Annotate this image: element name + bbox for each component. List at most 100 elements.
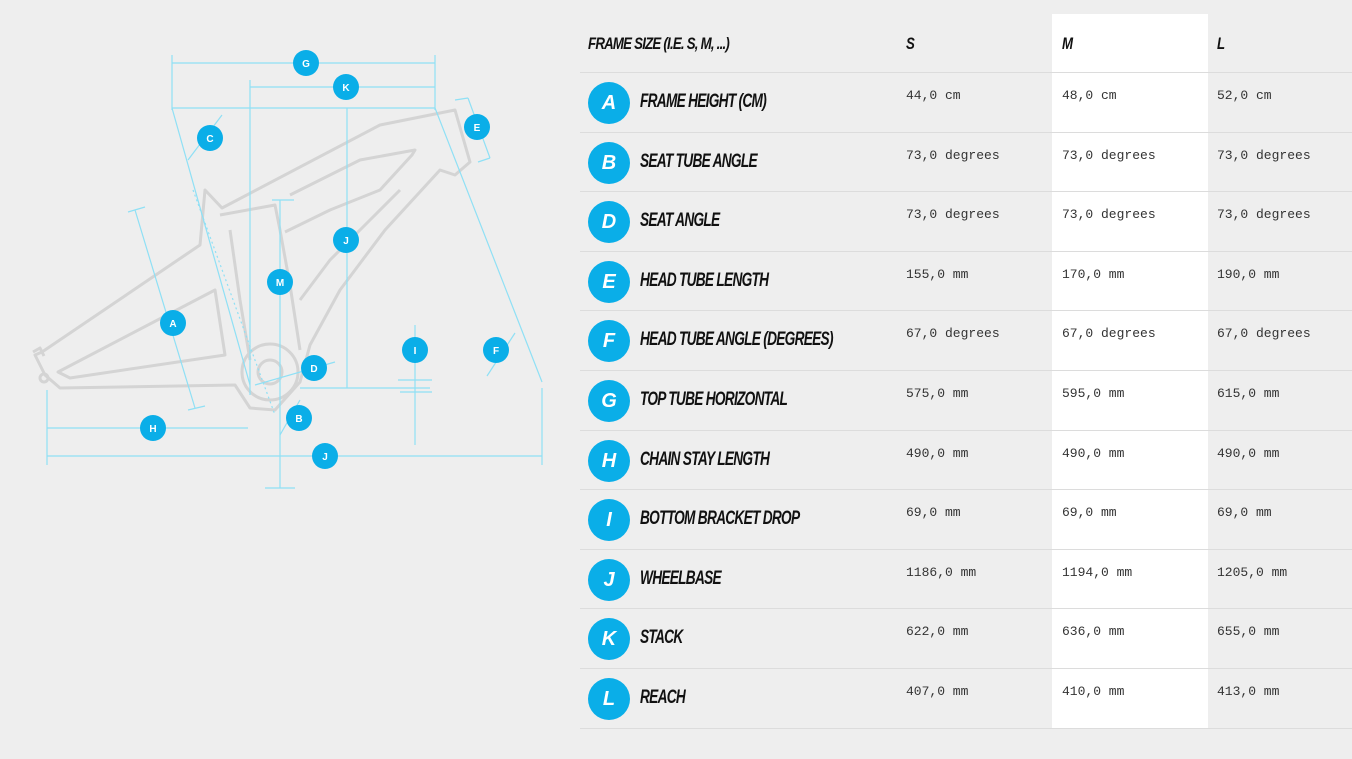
table-row: J WHEELBASE 1186,0 mm 1194,0 mm 1205,0 mm	[580, 550, 1352, 610]
table-row: G TOP TUBE HORIZONTAL 575,0 mm 595,0 mm 615,…	[580, 371, 1352, 431]
dimension-badge: E	[588, 260, 630, 303]
value-size-l: 73,0 degrees	[1217, 147, 1311, 163]
dimension-label: SEAT ANGLE	[640, 210, 720, 232]
size-m-column-highlight	[1052, 14, 1208, 729]
dimension-badge: I	[588, 499, 630, 542]
dimension-badge: G	[588, 379, 630, 422]
marker-j: J	[312, 443, 338, 469]
table-row: L REACH 407,0 mm 410,0 mm 413,0 mm	[580, 669, 1352, 729]
value-size-l: 1205,0 mm	[1217, 564, 1288, 580]
value-size-m: 410,0 mm	[1062, 683, 1125, 699]
value-size-m: 636,0 mm	[1062, 624, 1125, 640]
size-s-header: S	[906, 34, 915, 53]
svg-text:F: F	[493, 346, 499, 357]
value-size-m: 48,0 cm	[1062, 88, 1117, 103]
value-size-l: 52,0 cm	[1217, 88, 1272, 103]
table-header-row: FRAME SIZE (I.E. S, M, ...) S M L	[580, 14, 1352, 73]
dimension-badge: K	[588, 618, 630, 661]
dimension-label: HEAD TUBE LENGTH	[640, 269, 769, 291]
marker-m: M	[267, 269, 293, 295]
svg-text:J: J	[322, 452, 328, 463]
dimension-badge: L	[588, 677, 630, 720]
value-size-s: 407,0 mm	[906, 683, 969, 699]
value-size-l: 615,0 mm	[1217, 385, 1280, 401]
value-size-s: 155,0 mm	[906, 266, 969, 282]
svg-text:B: B	[295, 414, 302, 425]
table-row: I BOTTOM BRACKET DROP 69,0 mm 69,0 mm 69,0 m…	[580, 490, 1352, 550]
geometry-table: FRAME SIZE (I.E. S, M, ...) S M L A FRAME…	[580, 14, 1352, 729]
value-size-s: 73,0 degrees	[906, 147, 1000, 163]
value-size-m: 73,0 degrees	[1062, 147, 1156, 163]
value-size-l: 69,0 mm	[1217, 505, 1272, 521]
svg-text:G: G	[302, 59, 310, 70]
value-size-l: 73,0 degrees	[1217, 207, 1311, 223]
bike-frame-drawing	[32, 108, 472, 412]
dimension-label: WHEELBASE	[640, 567, 722, 589]
value-size-m: 1194,0 mm	[1062, 564, 1133, 580]
value-size-s: 1186,0 mm	[906, 564, 977, 580]
dimension-badge: D	[588, 201, 630, 244]
marker-f: F	[483, 337, 509, 363]
value-size-s: 44,0 cm	[906, 88, 961, 103]
svg-text:H: H	[149, 424, 156, 435]
table-row: K STACK 622,0 mm 636,0 mm 655,0 mm	[580, 609, 1352, 669]
svg-text:I: I	[414, 346, 417, 357]
dimension-badge: F	[588, 320, 630, 363]
dimension-badge: A	[588, 82, 630, 124]
dimension-label: BOTTOM BRACKET DROP	[640, 508, 800, 530]
value-size-s: 73,0 degrees	[906, 207, 1000, 223]
dimension-label: FRAME HEIGHT (CM)	[640, 91, 767, 112]
svg-text:D: D	[310, 364, 317, 375]
value-size-m: 69,0 mm	[1062, 505, 1117, 521]
marker-c: D	[301, 355, 327, 381]
value-size-l: 655,0 mm	[1217, 624, 1280, 640]
svg-text:C: C	[206, 134, 213, 145]
marker-i: I	[402, 337, 428, 363]
value-size-m: 490,0 mm	[1062, 445, 1125, 461]
value-size-s: 69,0 mm	[906, 505, 961, 521]
dimension-label: CHAIN STAY LENGTH	[640, 448, 770, 470]
value-size-m: 67,0 degrees	[1062, 326, 1156, 342]
value-size-l: 490,0 mm	[1217, 445, 1280, 461]
frame-size-header: FRAME SIZE (I.E. S, M, ...)	[588, 34, 730, 53]
size-l-header: L	[1217, 34, 1225, 53]
value-size-l: 413,0 mm	[1217, 683, 1280, 699]
marker-b: B	[286, 405, 312, 431]
marker-a: A	[160, 310, 186, 336]
value-size-m: 170,0 mm	[1062, 266, 1125, 282]
value-size-s: 67,0 degrees	[906, 326, 1000, 342]
marker-e: E	[464, 114, 490, 140]
value-size-l: 67,0 degrees	[1217, 326, 1311, 342]
marker-l: K	[333, 74, 359, 100]
dimension-badge: B	[588, 141, 630, 184]
value-size-m: 595,0 mm	[1062, 385, 1125, 401]
value-size-s: 490,0 mm	[906, 445, 969, 461]
marker-g: G	[293, 50, 319, 76]
dimension-label: HEAD TUBE ANGLE (DEGREES)	[640, 329, 834, 351]
dimension-label: STACK	[640, 627, 683, 649]
marker-k: J	[333, 227, 359, 253]
size-m-header: M	[1062, 34, 1073, 53]
dimension-badge: H	[588, 439, 630, 482]
svg-text:A: A	[169, 319, 176, 330]
svg-text:E: E	[474, 123, 481, 134]
svg-text:K: K	[342, 83, 350, 94]
table-row: B SEAT TUBE ANGLE 73,0 degrees 73,0 degrees…	[580, 133, 1352, 193]
value-size-l: 190,0 mm	[1217, 266, 1280, 282]
value-size-m: 73,0 degrees	[1062, 207, 1156, 223]
table-row: F HEAD TUBE ANGLE (DEGREES) 67,0 degrees 67…	[580, 311, 1352, 371]
table-row: H CHAIN STAY LENGTH 490,0 mm 490,0 mm 490,0 …	[580, 431, 1352, 491]
svg-text:J: J	[343, 236, 349, 247]
table-row: E HEAD TUBE LENGTH 155,0 mm 170,0 mm 190,0 m…	[580, 252, 1352, 312]
table-row: D SEAT ANGLE 73,0 degrees 73,0 degrees 73,0 …	[580, 192, 1352, 252]
dimension-label: TOP TUBE HORIZONTAL	[640, 388, 788, 410]
marker-h: H	[140, 415, 166, 441]
dimension-badge: J	[588, 558, 630, 601]
value-size-s: 575,0 mm	[906, 385, 969, 401]
diagram-markers: G K E C J M A I F D B H J	[140, 50, 509, 469]
table-row: A FRAME HEIGHT (CM) 44,0 cm 48,0 cm 52,0 cm	[580, 73, 1352, 133]
dimension-label: REACH	[640, 686, 686, 708]
frame-geometry-diagram: G K E C J M A I F D B H J	[32, 50, 543, 489]
value-size-s: 622,0 mm	[906, 624, 969, 640]
marker-d: C	[197, 125, 223, 151]
